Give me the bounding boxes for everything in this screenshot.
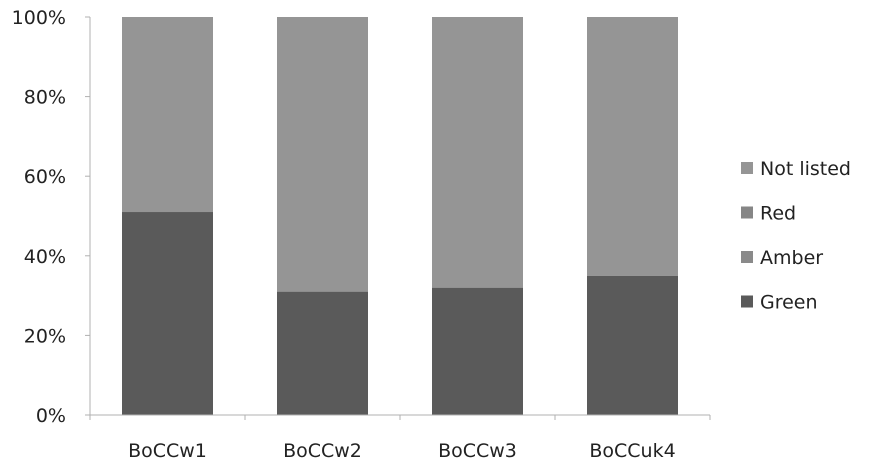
x-tick-label: BoCCw1 xyxy=(128,440,207,462)
bar-segment-green xyxy=(122,212,213,415)
legend-label-not-listed: Not listed xyxy=(760,158,851,180)
y-tick-label: 80% xyxy=(24,87,66,109)
x-tick-label: BoCCw3 xyxy=(438,440,517,462)
y-tick-label: 0% xyxy=(36,405,66,427)
x-tick-label: BoCCw2 xyxy=(283,440,362,462)
legend-swatch-not-listed xyxy=(741,162,753,174)
bar-segment-not-listed xyxy=(432,17,523,288)
y-tick-label: 20% xyxy=(24,325,66,347)
x-tick-label: BoCCuk4 xyxy=(589,440,675,462)
y-axis: 0% 20% 40% 60% 80% 100% xyxy=(12,7,91,427)
legend-label-red: Red xyxy=(760,203,796,225)
legend: Not listed Red Amber Green xyxy=(741,158,851,314)
bar-segment-not-listed xyxy=(277,17,368,292)
legend-label-amber: Amber xyxy=(760,247,823,269)
x-axis: BoCCw1 BoCCw2 BoCCw3 BoCCuk4 xyxy=(89,414,711,462)
legend-label-green: Green xyxy=(760,292,818,314)
y-tick-label: 60% xyxy=(24,166,66,188)
bar-segment-green xyxy=(587,275,678,415)
bar-segment-not-listed xyxy=(122,17,213,213)
bar-segment-not-listed xyxy=(587,17,678,276)
bar-segment-green xyxy=(277,291,368,415)
legend-swatch-red xyxy=(741,206,753,219)
bar-segment-green xyxy=(432,287,523,415)
legend-swatch-amber xyxy=(741,251,753,263)
y-tick-label: 100% xyxy=(12,7,66,29)
legend-swatch-green xyxy=(741,295,753,308)
y-tick-label: 40% xyxy=(24,246,66,268)
bars xyxy=(122,17,678,415)
